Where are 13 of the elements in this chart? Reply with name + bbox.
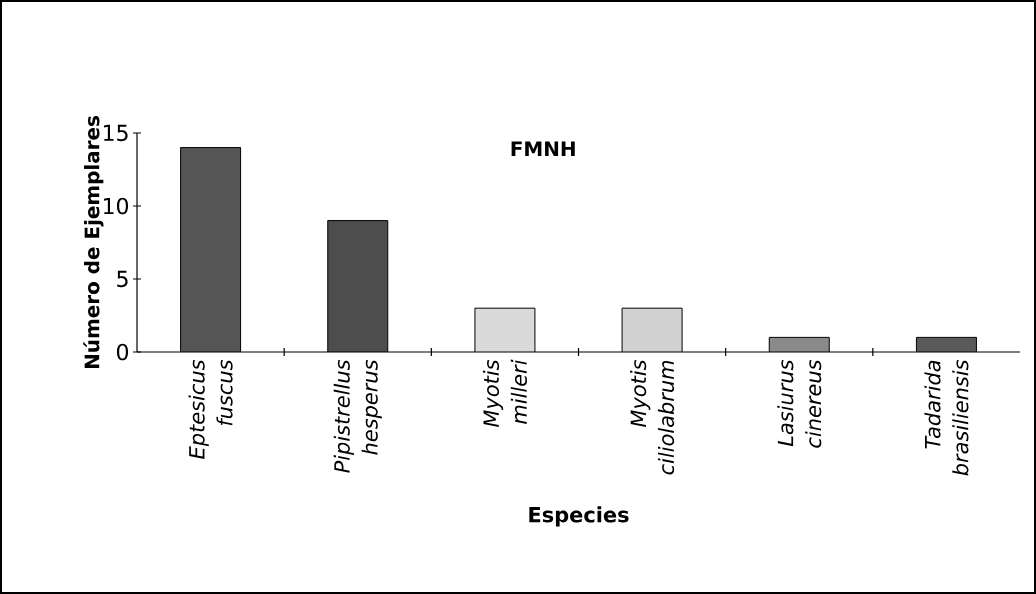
x-tick-label: Myotis ciliolabrum <box>630 359 675 475</box>
y-axis-title: Número de Ejemplares <box>83 116 104 369</box>
x-tick-label: Myotis milleri <box>482 359 527 428</box>
x-tick-label: Lasiurus cinereus <box>777 359 822 448</box>
x-axis-title: Especies <box>529 506 629 527</box>
chart-title: FMNH <box>511 141 575 156</box>
x-tick-label: Eptesicus fuscus <box>188 359 233 459</box>
x-tick-label: Pipistrellus hesperus <box>333 359 382 473</box>
y-tick-label: 0 <box>116 343 129 361</box>
x-tick-label: Tadarida brasiliensis <box>924 359 969 476</box>
y-tick-label: 5 <box>117 270 128 288</box>
y-tick-label: 15 <box>104 124 128 142</box>
y-tick-label: 10 <box>104 197 129 215</box>
